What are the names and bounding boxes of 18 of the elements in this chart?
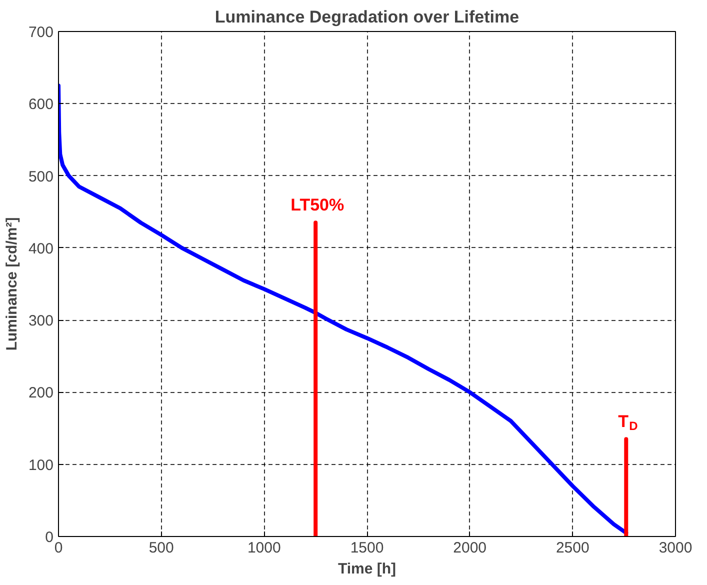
y-tick-label: 0 — [45, 529, 54, 546]
x-axis-title: Time [h] — [338, 560, 396, 578]
x-tick-label: 500 — [148, 540, 174, 556]
x-tick-label: 2000 — [453, 540, 487, 556]
x-tick-label: 1000 — [247, 540, 281, 556]
x-tick-label: 1500 — [350, 540, 384, 556]
x-tick-label: 2500 — [556, 540, 590, 556]
y-tick-label: 500 — [28, 168, 54, 186]
y-tick-label: 400 — [28, 240, 54, 258]
chart-title: Luminance Degradation over Lifetime — [214, 8, 520, 26]
annotation: LT50% — [290, 196, 344, 215]
y-tick-label: 200 — [28, 384, 54, 402]
y-tick-label: 100 — [28, 456, 54, 474]
y-tick-label: 700 — [28, 24, 54, 41]
x-tick-label: 3000 — [658, 540, 692, 556]
y-axis-title: Luminance [cd/m²] — [3, 217, 20, 351]
y-tick-label: 600 — [28, 96, 54, 114]
y-tick-label: 300 — [28, 312, 54, 330]
